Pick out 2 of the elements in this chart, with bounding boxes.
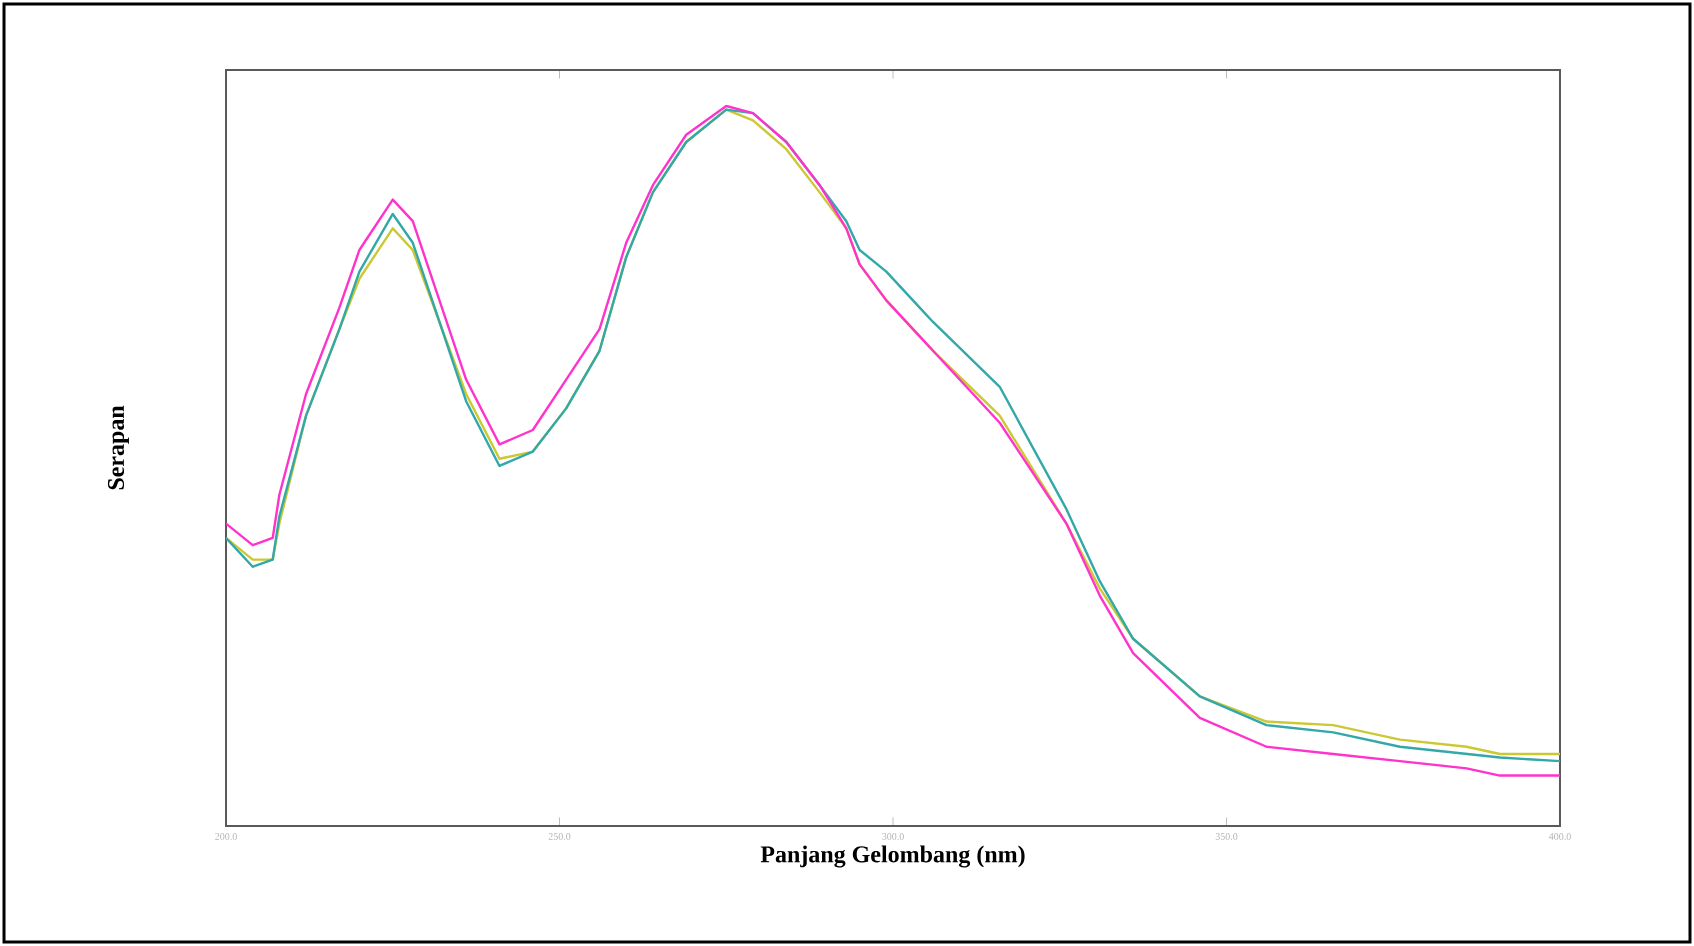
x-axis-title: Panjang Gelombang (nm) — [760, 845, 1025, 868]
y-axis-title: Serapan — [107, 405, 129, 490]
